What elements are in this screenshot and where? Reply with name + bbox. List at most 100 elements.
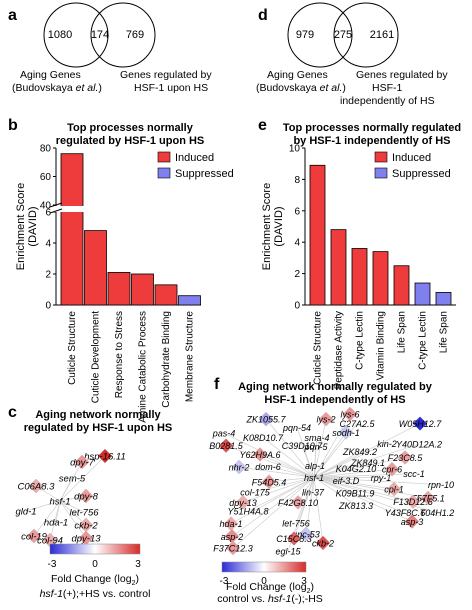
network-edge — [223, 432, 315, 478]
venn-a — [43, 2, 156, 68]
gene-label: F42G8.10 — [278, 498, 318, 508]
panel-letter-f: f — [214, 376, 220, 393]
axis-break-mark — [49, 208, 63, 214]
x-tick-label: Cuticle Development — [91, 311, 102, 403]
condition-c: hsf-1(+);+HS vs. control — [40, 588, 151, 600]
network-edge — [313, 477, 357, 506]
legend-label: Induced — [392, 152, 431, 164]
chart-b: 0 2 4 640 60 80 Enrichment Score (DAVID) Cuticle… — [15, 144, 234, 423]
chart-e-title-1: Top processes normally regulated — [283, 122, 461, 134]
bar — [309, 164, 326, 306]
gene-node — [258, 411, 274, 427]
network-f-title-2: HSF-1 independently of HS — [264, 394, 405, 406]
venn-a-overlap-count: 174 — [91, 29, 109, 41]
gene-label: Y40D12A.2 — [396, 440, 442, 450]
network-edge — [59, 500, 87, 526]
gene-label: pas-4 — [212, 429, 236, 439]
x-tick-label: Peptidase Activity — [334, 311, 345, 389]
colorbar-f-mid: 0 — [261, 576, 267, 587]
y-tick-label: 2 — [294, 269, 300, 280]
chart-b-title-2: regulated by HSF-1 upon HS — [56, 135, 205, 147]
colorbar-f — [221, 561, 307, 573]
network-edge — [262, 437, 315, 478]
network-edge — [268, 476, 315, 483]
x-tick-label: Membrane Structure — [185, 311, 196, 403]
bar — [131, 273, 154, 306]
legend-label: Suppressed — [392, 168, 451, 180]
gene-node — [405, 494, 421, 509]
gene-node — [420, 490, 436, 506]
gene-label: sem-5 — [59, 474, 86, 485]
gene-label: hsf-1 — [49, 497, 70, 508]
network-edge — [247, 477, 315, 512]
gene-node — [386, 481, 402, 497]
gene-label: asp-3 — [401, 517, 424, 527]
gene-node — [78, 488, 94, 504]
legend-swatch — [157, 151, 171, 163]
network-edge — [313, 413, 351, 478]
legend-swatch — [374, 167, 388, 179]
network-edge — [232, 477, 315, 549]
network-f-title-1: Aging network normally regulated by — [238, 381, 433, 393]
network-edge — [231, 477, 315, 537]
gene-label: ZK849.1 — [350, 458, 385, 468]
gene-label: lys-6 — [340, 410, 359, 420]
gene-label: ZK813.3 — [338, 501, 373, 511]
y-tick-label: 6 — [45, 208, 51, 219]
gene-label: let-756 — [69, 508, 99, 519]
gene-node — [384, 461, 400, 477]
bar — [60, 153, 84, 306]
venn-a-label-left-2: (Budovskaya et al.) — [12, 82, 102, 94]
y-tick-label: 4 — [45, 239, 51, 250]
y-tick-label: 6 — [294, 206, 300, 217]
gene-node — [74, 454, 90, 470]
gene-node — [261, 474, 277, 490]
network-edge — [313, 476, 429, 499]
network-c-title-2: regulated by HSF-1 upon HS — [24, 422, 173, 434]
gene-label: Y43F8C.6 — [385, 508, 426, 518]
gene-label: sma-4 — [304, 433, 329, 443]
y-tick-label: 10 — [289, 144, 301, 155]
colorbar-c-min: -3 — [48, 559, 57, 570]
venn-d-left-count: 979 — [296, 29, 314, 41]
gene-label: dpy-8 — [74, 492, 98, 503]
gene-node — [218, 438, 234, 453]
gene-label: let-756 — [282, 519, 310, 529]
y-tick-label: 40 — [40, 201, 52, 212]
gene-label: lin-37 — [302, 488, 325, 498]
gene-label: F23C8.5 — [388, 453, 424, 463]
gene-node — [404, 514, 420, 529]
network-edge — [49, 500, 61, 541]
network-edge — [242, 477, 315, 503]
venn-d-right-count: 2161 — [370, 29, 394, 41]
gene-node — [28, 478, 44, 494]
network-edge — [254, 477, 315, 493]
gene-label: asp-2 — [221, 532, 244, 542]
bar — [351, 248, 368, 306]
network-edge — [230, 477, 315, 525]
y-tick-label: 0 — [294, 301, 300, 312]
gene-label: F37C12.3 — [213, 544, 253, 554]
venn-d-label-right-3: independently of HS — [340, 95, 435, 107]
network-edge — [59, 455, 106, 502]
network-edge — [313, 468, 357, 478]
gene-label: pqn-54 — [282, 423, 311, 433]
network-edge — [59, 500, 87, 539]
venn-a-label-left-1: Aging Genes — [20, 69, 81, 81]
gene-label: K09B11.9 — [336, 488, 375, 498]
network-edge — [313, 477, 324, 543]
gene-label: hsp-16.11 — [84, 452, 126, 463]
bar — [372, 251, 389, 306]
gene-label: F13D12.6 — [393, 497, 433, 507]
gene-label: hsf-1 — [304, 473, 324, 483]
panel-letter-e: e — [258, 117, 267, 134]
gene-label: rpn-10 — [428, 480, 454, 490]
gene-label: eif-3.D — [333, 476, 360, 486]
condition-f: control vs. hsf-1(-);-HS — [217, 593, 323, 605]
gene-node — [286, 531, 302, 546]
network-edge — [313, 443, 388, 478]
gene-label: C06A8.3 — [18, 482, 56, 493]
y-tick-label: 80 — [40, 144, 52, 155]
colorbar-f-label: Fold Change (log2) — [226, 581, 314, 595]
